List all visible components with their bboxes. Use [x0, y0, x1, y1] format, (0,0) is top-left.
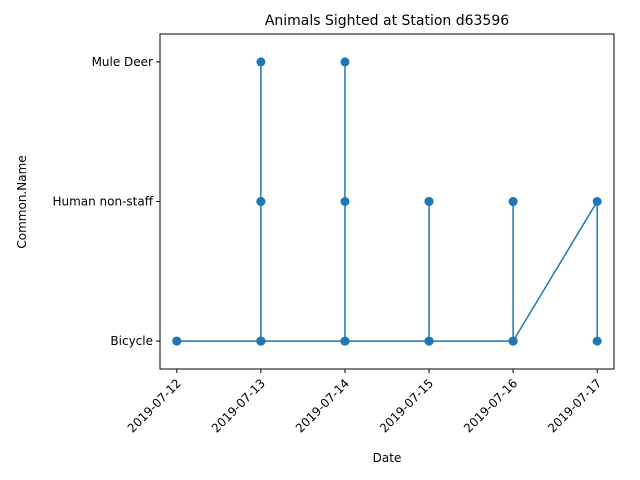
- x-tick-label: 2019-07-12: [125, 376, 184, 435]
- series-line: [176, 61, 598, 344]
- y-tick-label: Mule Deer: [92, 55, 153, 69]
- chart-title: Animals Sighted at Station d63596: [265, 13, 509, 29]
- y-tick-label: Human non-staff: [52, 195, 153, 209]
- data-point: [256, 197, 266, 206]
- data-point: [592, 197, 602, 206]
- x-tick-label: 2019-07-17: [545, 376, 604, 435]
- data-point: [172, 336, 182, 346]
- x-tick-label: 2019-07-15: [377, 376, 436, 435]
- data-point: [340, 57, 350, 67]
- data-point: [340, 336, 350, 346]
- y-axis: Bicycle Human non-staff Mule Deer: [52, 55, 160, 348]
- data-point: [508, 336, 518, 346]
- data-point: [256, 336, 266, 346]
- x-axis: 2019-07-12 2019-07-13 2019-07-14 2019-07-15…: [125, 369, 604, 435]
- plot-frame: [159, 33, 615, 370]
- data-point: [508, 197, 518, 206]
- data-point: [340, 197, 350, 206]
- data-point: [424, 197, 434, 206]
- data-point: [592, 336, 602, 346]
- x-tick-label: 2019-07-13: [209, 376, 268, 435]
- data-point: [256, 57, 266, 67]
- y-tick-label: Bicycle: [110, 334, 153, 348]
- x-tick-label: 2019-07-16: [461, 376, 520, 435]
- data-point: [424, 336, 434, 346]
- x-tick-label: 2019-07-14: [293, 376, 352, 435]
- plot-area: [172, 57, 602, 346]
- x-axis-title: Date: [373, 451, 402, 465]
- y-axis-title: Common.Name: [15, 155, 29, 248]
